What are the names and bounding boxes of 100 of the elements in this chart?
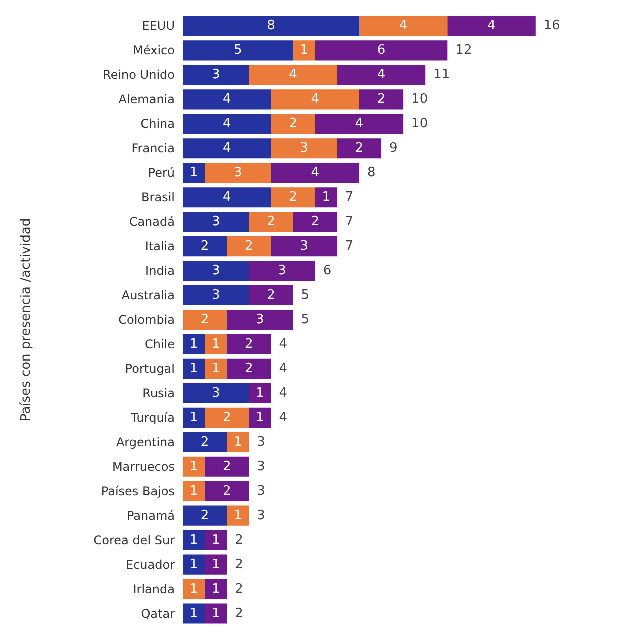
- data-label: 4: [222, 92, 232, 108]
- y-tick-label: Turquía: [130, 410, 175, 425]
- data-label: 1: [322, 190, 330, 206]
- bar: [227, 236, 272, 257]
- bar: [183, 310, 228, 330]
- data-label: 4: [311, 166, 320, 181]
- data-label: 6: [377, 43, 386, 58]
- bar: [183, 554, 206, 575]
- data-label: 2: [311, 214, 320, 230]
- data-label: 2: [245, 361, 254, 376]
- bar: [271, 90, 360, 110]
- y-tick-label: Canadá: [129, 215, 175, 230]
- bar: [249, 212, 294, 232]
- data-label: 2: [200, 434, 210, 450]
- y-tick-label: Panamá: [126, 508, 175, 523]
- total-label: 6: [323, 264, 332, 279]
- data-label: 4: [222, 141, 232, 156]
- bar: [227, 506, 250, 526]
- bar: [271, 236, 338, 257]
- data-label: 1: [212, 361, 220, 376]
- data-label: 3: [300, 141, 308, 156]
- y-tick-label: India: [146, 264, 175, 278]
- bar: [205, 579, 228, 600]
- bar: [183, 236, 228, 257]
- data-label: 2: [289, 190, 298, 206]
- total-label: 3: [257, 484, 266, 499]
- data-label: 1: [212, 532, 220, 548]
- data-label: 3: [212, 68, 220, 83]
- y-tick-label: México: [133, 44, 175, 58]
- data-label: 2: [222, 484, 232, 499]
- y-tick-label: Italia: [145, 240, 175, 254]
- bar: [271, 138, 338, 159]
- y-tick-label: Argentina: [116, 435, 175, 450]
- data-label: 3: [278, 264, 286, 279]
- data-label: 3: [256, 312, 264, 328]
- data-label: 1: [234, 434, 242, 450]
- data-label: 8: [267, 18, 276, 34]
- total-label: 12: [456, 43, 472, 58]
- bar: [448, 16, 536, 36]
- data-label: 3: [234, 166, 242, 181]
- data-label: 3: [212, 386, 220, 401]
- data-label: 1: [212, 336, 220, 352]
- total-label: 5: [301, 288, 310, 304]
- data-label: 2: [289, 116, 298, 132]
- y-tick-label: Rusia: [142, 386, 175, 400]
- data-label: 2: [200, 508, 210, 524]
- y-tick-label: Qatar: [141, 606, 176, 621]
- y-tick-label: Ecuador: [126, 558, 176, 572]
- bar: [183, 114, 272, 134]
- bar: [315, 114, 404, 134]
- bar: [271, 114, 316, 134]
- total-label: 7: [345, 190, 354, 206]
- bar: [205, 358, 228, 379]
- total-label: 7: [345, 214, 354, 230]
- bar: [293, 212, 338, 232]
- total-label: 4: [279, 336, 288, 352]
- bar: [183, 285, 250, 306]
- bar: [249, 285, 294, 306]
- bar: [359, 16, 448, 36]
- data-label: 1: [212, 557, 220, 572]
- bar: [249, 383, 272, 404]
- data-label: 1: [190, 582, 198, 597]
- bar: [183, 408, 206, 428]
- data-label: 1: [256, 410, 264, 426]
- data-label: 1: [190, 532, 198, 548]
- y-tick-label: Australia: [122, 288, 175, 303]
- total-label: 7: [345, 239, 354, 254]
- data-label: 3: [212, 288, 220, 304]
- total-label: 2: [235, 532, 244, 548]
- bar: [183, 358, 206, 379]
- bar: [227, 358, 272, 379]
- y-tick-label: Francia: [132, 142, 175, 156]
- y-tick-label: Perú: [148, 166, 175, 180]
- total-label: 8: [367, 166, 376, 181]
- bar: [183, 383, 250, 404]
- y-tick-label: Países Bajos: [101, 484, 175, 498]
- y-tick-label: Brasil: [142, 190, 175, 205]
- bar: [271, 188, 316, 208]
- data-label: 1: [212, 606, 220, 622]
- total-label: 16: [544, 18, 560, 34]
- bar: [183, 138, 272, 159]
- bar: [249, 408, 272, 428]
- total-label: 9: [390, 141, 398, 156]
- total-label: 2: [235, 606, 244, 622]
- bar: [271, 163, 360, 184]
- bar: [249, 65, 338, 86]
- bar: [205, 530, 228, 550]
- y-tick-label: EEUU: [142, 19, 175, 34]
- bar: [205, 456, 250, 477]
- data-label: 2: [222, 410, 232, 426]
- bar: [337, 138, 382, 159]
- bar: [205, 554, 228, 575]
- bar: [183, 188, 272, 208]
- data-label: 4: [311, 92, 320, 108]
- data-label: 1: [190, 557, 198, 572]
- data-label: 2: [245, 336, 254, 352]
- data-label: 2: [355, 141, 364, 156]
- total-label: 2: [235, 557, 244, 572]
- data-label: 2: [377, 92, 386, 108]
- data-label: 2: [200, 312, 210, 328]
